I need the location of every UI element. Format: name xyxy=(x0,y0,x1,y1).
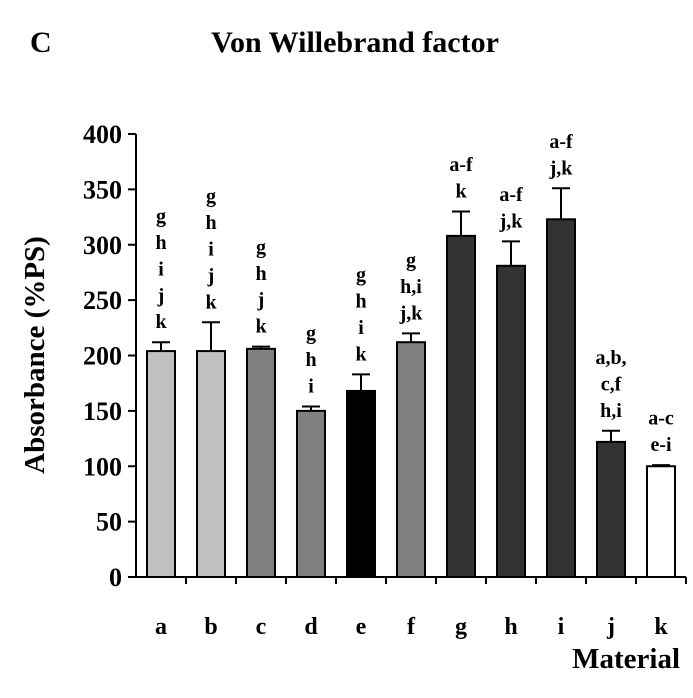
significance-label: h xyxy=(205,212,216,234)
significance-label: h xyxy=(355,291,366,313)
bar xyxy=(146,350,176,578)
chart-title: Von Willebrand factor xyxy=(211,26,499,59)
significance-label: a-c xyxy=(648,408,674,430)
significance-label: k xyxy=(455,181,467,203)
bar xyxy=(446,234,476,578)
bar xyxy=(246,347,276,579)
significance-label: g xyxy=(256,236,266,258)
significance-label: j,k xyxy=(499,210,524,232)
bar xyxy=(646,465,676,578)
significance-label: i xyxy=(358,317,364,339)
significance-label: h,i xyxy=(600,400,622,422)
x-tick-label: f xyxy=(407,614,416,640)
y-tick-label: 100 xyxy=(83,452,122,481)
bar xyxy=(596,440,626,579)
bar xyxy=(396,341,426,578)
significance-label: j xyxy=(207,265,215,287)
x-tick-label: g xyxy=(455,614,467,640)
significance-label: i xyxy=(208,238,214,260)
x-axis-label: Material xyxy=(572,643,680,675)
bar xyxy=(496,264,526,578)
significance-label: k xyxy=(155,311,167,333)
x-tick-label: e xyxy=(356,614,367,640)
y-tick-label: 0 xyxy=(109,563,122,592)
significance-label: g xyxy=(206,186,216,208)
x-tick-label: d xyxy=(304,614,318,640)
significance-label: j,k xyxy=(549,157,574,179)
x-tick-label: a xyxy=(155,614,167,640)
significance-label: i xyxy=(308,375,314,397)
x-tick-label: b xyxy=(204,614,217,640)
significance-label: e-i xyxy=(650,434,672,456)
significance-label: j xyxy=(257,289,265,311)
significance-label: j xyxy=(157,285,165,307)
significance-label: j,k xyxy=(399,302,424,324)
bar xyxy=(296,409,326,578)
significance-label: g xyxy=(156,206,166,228)
panel-label: C xyxy=(30,26,52,59)
significance-label: h xyxy=(305,349,316,371)
x-tick-label: j xyxy=(606,614,615,640)
significance-label: k xyxy=(255,316,267,338)
significance-label: k xyxy=(205,291,217,313)
significance-label: g xyxy=(406,250,416,272)
significance-label: a-f xyxy=(499,184,523,206)
y-tick-label: 350 xyxy=(83,175,122,204)
significance-label: h xyxy=(155,232,166,254)
significance-label: k xyxy=(355,343,367,365)
x-tick-label: c xyxy=(256,614,267,640)
y-tick-label: 300 xyxy=(83,231,122,260)
y-tick-label: 200 xyxy=(83,342,122,371)
significance-label: c,f xyxy=(601,373,622,395)
y-tick-label: 150 xyxy=(83,397,122,426)
significance-label: a-f xyxy=(449,154,473,176)
significance-label: h xyxy=(255,263,266,285)
y-axis-label: Absorbance (%PS) xyxy=(19,236,51,474)
y-tick-label: 50 xyxy=(96,508,122,537)
x-tick-label: h xyxy=(504,614,517,640)
significance-label: g xyxy=(306,323,316,345)
y-tick-label: 250 xyxy=(83,286,122,315)
bar xyxy=(196,350,226,578)
y-tick-label: 400 xyxy=(83,120,122,149)
significance-label: a-f xyxy=(549,131,573,153)
significance-label: g xyxy=(356,264,366,286)
x-tick-label: k xyxy=(654,614,668,640)
significance-label: h,i xyxy=(400,276,422,298)
x-tick-label: i xyxy=(558,614,565,640)
plot-area: 050100150200250300350400aghijkbghijkcghj… xyxy=(83,120,687,640)
significance-label: i xyxy=(158,258,164,280)
significance-label: a,b, xyxy=(595,347,626,369)
bar xyxy=(346,389,376,578)
bar xyxy=(546,218,576,578)
